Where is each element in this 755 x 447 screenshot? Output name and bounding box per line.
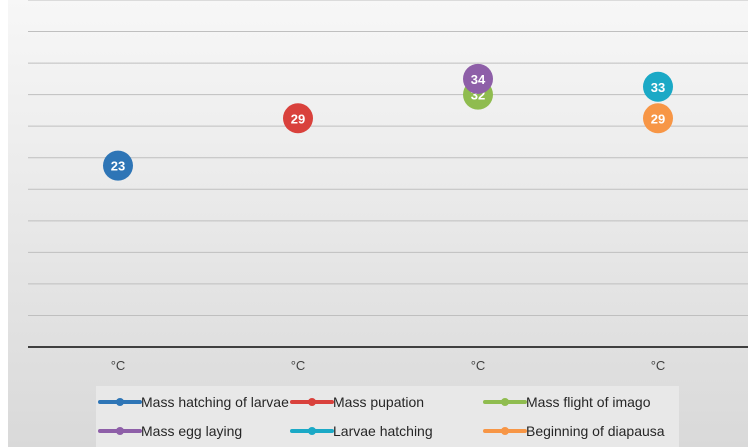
x-tick-label: °C: [651, 358, 666, 373]
data-label: 29: [651, 111, 665, 126]
x-tick-label: °C: [471, 358, 486, 373]
legend-marker: [308, 427, 316, 435]
data-label: 23: [111, 159, 125, 174]
data-point: [103, 150, 133, 181]
x-tick-label: °C: [111, 358, 126, 373]
data-label: 29: [291, 111, 305, 126]
legend-marker: [308, 398, 316, 406]
data-point: [463, 63, 493, 94]
legend-marker: [116, 398, 124, 406]
data-label: 34: [471, 72, 486, 87]
legend-label: Mass flight of imago: [526, 394, 651, 410]
legend-label: Mass pupation: [333, 394, 424, 410]
legend-box: [96, 386, 679, 447]
legend-marker: [501, 398, 509, 406]
legend-label: Mass egg laying: [141, 423, 242, 439]
legend-label: Mass hatching of larvae: [141, 394, 289, 410]
x-tick-label: °C: [291, 358, 306, 373]
chart-background: [8, 0, 748, 447]
data-label: 33: [651, 80, 665, 95]
legend-label: Larvae hatching: [333, 423, 433, 439]
data-point: [643, 103, 673, 134]
data-point: [643, 71, 673, 102]
legend-marker: [501, 427, 509, 435]
legend-marker: [116, 427, 124, 435]
data-point: [283, 103, 313, 134]
legend-label: Beginning of diapausa: [526, 423, 665, 439]
